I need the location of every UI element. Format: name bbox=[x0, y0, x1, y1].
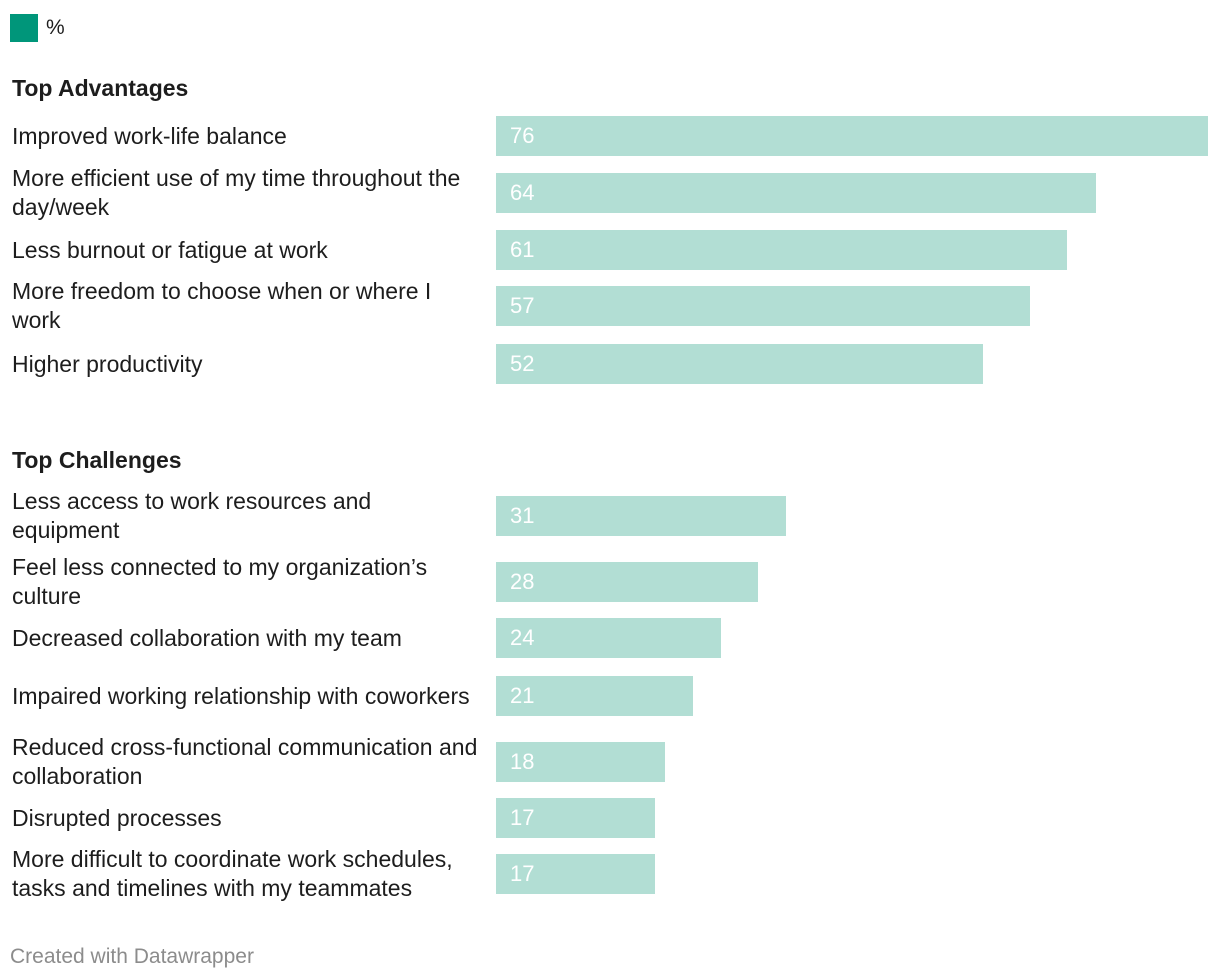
bar bbox=[496, 798, 655, 838]
bar-value-label: 17 bbox=[510, 861, 535, 886]
bar-value-label: 21 bbox=[510, 683, 535, 708]
bar bbox=[496, 618, 721, 658]
bar bbox=[496, 562, 758, 602]
category-label: Reduced cross-functional communication a… bbox=[12, 734, 478, 789]
bar-value-label: 31 bbox=[510, 503, 535, 528]
category-label: Improved work-life balance bbox=[12, 122, 287, 149]
bar-value-label: 76 bbox=[510, 123, 535, 148]
category-label: Impaired working relationship with cowor… bbox=[12, 682, 470, 709]
category-label: Feel less connected to my organization’s… bbox=[12, 554, 428, 609]
bar bbox=[496, 286, 1030, 326]
bar-value-label: 57 bbox=[510, 293, 535, 318]
section-title: Top Challenges bbox=[12, 447, 182, 473]
bar bbox=[496, 230, 1067, 270]
bar bbox=[496, 496, 786, 536]
bar-value-label: 17 bbox=[510, 805, 535, 830]
category-label: Less burnout or fatigue at work bbox=[12, 236, 328, 263]
bar bbox=[496, 116, 1208, 156]
section-title: Top Advantages bbox=[12, 75, 189, 101]
category-label: More efficient use of my time throughout… bbox=[12, 165, 461, 220]
category-label: Decreased collaboration with my team bbox=[12, 624, 402, 651]
bar-value-label: 64 bbox=[510, 180, 535, 205]
bar-value-label: 18 bbox=[510, 749, 535, 774]
category-label: Less access to work resources and equipm… bbox=[12, 488, 372, 543]
bar bbox=[496, 676, 693, 716]
footer-credit: Created with Datawrapper bbox=[10, 945, 254, 968]
legend-swatch bbox=[10, 14, 38, 42]
bar-value-label: 61 bbox=[510, 237, 535, 262]
bar bbox=[496, 344, 983, 384]
category-label: More freedom to choose when or where I w… bbox=[12, 278, 432, 333]
category-label: Disrupted processes bbox=[12, 804, 222, 831]
legend-label: % bbox=[46, 16, 65, 39]
category-label: Higher productivity bbox=[12, 350, 203, 377]
bar-value-label: 28 bbox=[510, 569, 535, 594]
bar bbox=[496, 742, 665, 782]
bar bbox=[496, 173, 1096, 213]
chart-legend: % bbox=[10, 14, 65, 42]
bar-value-label: 52 bbox=[510, 351, 535, 376]
bar bbox=[496, 854, 655, 894]
category-label: More difficult to coordinate work schedu… bbox=[12, 846, 453, 901]
bar-value-label: 24 bbox=[510, 625, 535, 650]
